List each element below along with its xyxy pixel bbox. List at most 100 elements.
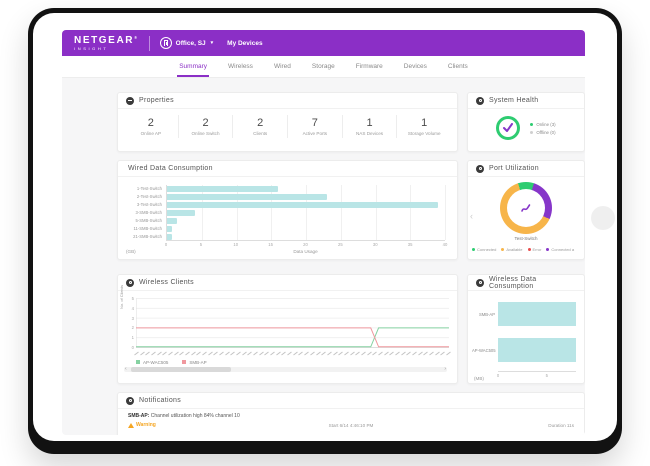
wireless-data-bar xyxy=(498,338,576,362)
my-devices-link[interactable]: My Devices xyxy=(227,39,263,47)
x-tick: 40 xyxy=(442,242,448,247)
netgear-logo: NETGEAR® INSIGHT xyxy=(74,34,139,51)
tab-summary[interactable]: Summary xyxy=(177,56,209,77)
x-tick: 0 xyxy=(164,242,168,247)
legend-smb-ap: SMB-AP xyxy=(182,360,207,365)
stat-value: 7 xyxy=(311,117,318,129)
bar-category-label: 5-SMB-Switch xyxy=(135,218,162,223)
dashboard-content: Properties 2 Online AP 2 Online Switch 2… xyxy=(62,78,585,435)
notification-duration: Duration 11s xyxy=(548,422,574,428)
stat-active-ports: 7 Active Ports xyxy=(288,115,343,138)
stat-label: NAS Devices xyxy=(355,131,384,136)
brand-name: NETGEAR xyxy=(74,34,135,46)
card-title: System Health xyxy=(489,97,539,104)
y-unit-label: (GB) xyxy=(126,249,136,254)
gridline xyxy=(271,185,273,240)
x-tick: 0 xyxy=(496,373,500,378)
notification-row[interactable]: SMB-AP: Channel utilization high 84% cha… xyxy=(118,409,584,430)
stat-clients: 2 Clients xyxy=(233,115,289,138)
wireless-data-icon xyxy=(476,278,484,287)
app-header: NETGEAR® INSIGHT Office, SJ ▾ My Devices xyxy=(62,30,585,56)
org-name: Office, SJ xyxy=(175,39,206,47)
scrollbar-thumb[interactable] xyxy=(131,367,231,372)
carousel-prev-icon[interactable]: ‹ xyxy=(470,211,473,221)
tab-devices[interactable]: Devices xyxy=(403,63,427,70)
legend-online: Online (3) xyxy=(530,122,556,127)
properties-card: Properties 2 Online AP 2 Online Switch 2… xyxy=(117,92,458,152)
donut-device-label: Test-Switch xyxy=(514,236,538,241)
stat-label: Online AP xyxy=(140,131,162,136)
stat-storage-volume: 1 Storage Volume xyxy=(397,115,451,138)
port-donut-chart: ‹ Test-Switch Connected Available Error Con… xyxy=(468,177,584,259)
y-tick: 2 xyxy=(131,325,134,331)
tab-firmware[interactable]: Firmware xyxy=(355,63,383,70)
card-title: Wired Data Consumption xyxy=(128,165,213,172)
wireless-clients-line-chart: No. of Clients 0 1 2 3 4 5 AP-WAC505 SMB-AP ‹… xyxy=(118,285,457,374)
donut-chart xyxy=(500,182,552,234)
notification-device: SMB-AP: xyxy=(128,413,150,419)
stat-nas-devices: 1 NAS Devices xyxy=(343,115,398,138)
y-tick: 3 xyxy=(131,315,134,321)
y-axis-label: No. of Clients xyxy=(119,284,124,309)
health-check-icon xyxy=(496,116,521,140)
wireless-clients-icon xyxy=(126,278,134,287)
stat-value: 2 xyxy=(147,117,154,129)
stat-value: 2 xyxy=(202,117,209,129)
switch-glyph-icon xyxy=(521,204,531,212)
org-selector[interactable]: Office, SJ ▾ xyxy=(159,37,214,49)
stat-value: 1 xyxy=(421,117,428,129)
wireless-data-bar xyxy=(498,302,576,326)
card-title: Port Utilization xyxy=(489,165,539,172)
x-axis-label: Data Usage xyxy=(293,249,318,254)
gridline xyxy=(445,185,446,240)
port-legend: Connected Available Error Connected a xyxy=(472,247,584,252)
gridline xyxy=(410,185,412,240)
card-title: Wireless Data Consumption xyxy=(489,275,537,290)
bar-category-label: 3-SMB-Switch xyxy=(135,210,162,215)
tab-clients[interactable]: Clients xyxy=(447,63,468,70)
legend-offline: Offline (0) xyxy=(530,130,556,135)
card-title: Properties xyxy=(139,97,174,104)
dropdown-caret-icon: ▾ xyxy=(210,40,214,46)
port-utilization-card: Port Utilization ‹ Test-Switch Connected… xyxy=(467,160,585,260)
wireless-data-row: AP-WAC505 xyxy=(472,335,576,365)
wired-bar xyxy=(167,234,172,240)
stat-online-ap: 2 Online AP xyxy=(124,115,179,138)
bar-category-label: 1-Test-Switch xyxy=(136,186,162,191)
stat-value: 2 xyxy=(257,117,264,129)
carousel-next-circle[interactable] xyxy=(591,206,615,230)
gridline xyxy=(236,185,238,240)
port-legend-item: Available xyxy=(501,247,523,252)
wired-bar xyxy=(167,210,195,216)
brand-subtitle: INSIGHT xyxy=(74,45,109,51)
wireless-data-card: Wireless Data Consumption SMB-AP AP-WAC50… xyxy=(467,274,585,384)
card-title: Notifications xyxy=(139,397,182,404)
tab-wireless[interactable]: Wireless xyxy=(228,63,253,70)
building-icon xyxy=(159,37,172,49)
notification-message: Channel utilization high 84% channel 10 xyxy=(150,413,240,419)
bar-category-label: 3-Test-Switch xyxy=(136,202,162,207)
system-health-card: System Health Online (3) Offline (0) xyxy=(467,92,585,152)
gridline xyxy=(375,185,377,240)
warning-badge: Warning xyxy=(128,422,248,428)
scroll-right-icon[interactable]: › xyxy=(444,366,446,372)
tab-storage[interactable]: Storage xyxy=(311,63,335,70)
x-tick: 5 xyxy=(545,373,548,378)
x-tick: 15 xyxy=(268,242,273,247)
x-tick: 10 xyxy=(233,242,239,247)
chart-scrollbar[interactable]: ‹ › xyxy=(124,366,447,372)
wireless-clients-card: Wireless Clients No. of Clients 0 1 2 3 4 5 A… xyxy=(117,274,458,384)
stat-value: 1 xyxy=(366,117,373,129)
wired-bar xyxy=(167,186,279,192)
health-legend: Online (3) Offline (0) xyxy=(530,122,556,135)
port-legend-item: Connected xyxy=(472,247,496,252)
unit-label: (MB) xyxy=(474,376,484,381)
wired-bar xyxy=(167,194,327,200)
gridline xyxy=(201,185,203,240)
notifications-card: Notifications SMB-AP: Channel utilizatio… xyxy=(117,392,585,435)
card-title: Wireless Clients xyxy=(139,279,194,286)
scroll-left-icon[interactable]: ‹ xyxy=(125,366,127,372)
bar-category-label: 21-SMB-Switch xyxy=(133,234,162,239)
tab-wired[interactable]: Wired xyxy=(273,63,291,70)
